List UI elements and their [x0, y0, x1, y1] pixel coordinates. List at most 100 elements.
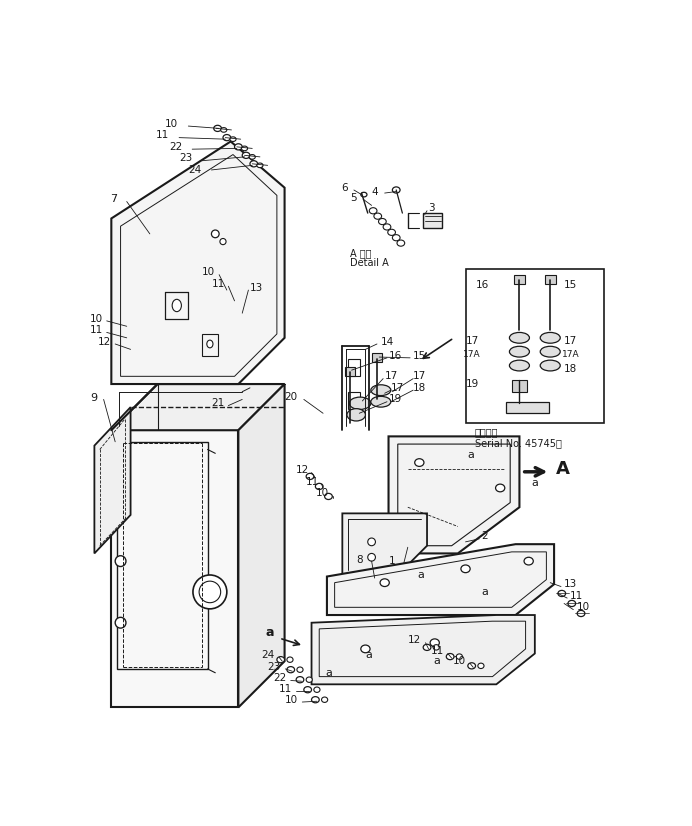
Ellipse shape — [367, 553, 376, 561]
Bar — [349, 359, 360, 377]
Text: 9: 9 — [90, 393, 97, 403]
Ellipse shape — [461, 565, 470, 572]
Text: 18: 18 — [413, 383, 426, 393]
Polygon shape — [343, 514, 427, 577]
Text: 12: 12 — [296, 465, 309, 475]
Ellipse shape — [509, 346, 529, 357]
Ellipse shape — [325, 493, 332, 500]
Ellipse shape — [540, 360, 561, 371]
Text: 13: 13 — [250, 282, 263, 292]
Text: 18: 18 — [564, 363, 577, 373]
Text: 24: 24 — [262, 650, 275, 660]
Ellipse shape — [367, 538, 376, 546]
Ellipse shape — [115, 556, 126, 567]
Ellipse shape — [433, 644, 439, 650]
Ellipse shape — [415, 525, 424, 533]
Ellipse shape — [277, 657, 284, 662]
Ellipse shape — [380, 579, 390, 586]
Text: 5: 5 — [350, 192, 356, 202]
Text: a: a — [325, 667, 332, 678]
Text: 10: 10 — [316, 488, 329, 498]
Text: 21: 21 — [212, 398, 225, 408]
Text: a: a — [481, 587, 488, 597]
Ellipse shape — [558, 591, 565, 596]
Text: 17A: 17A — [463, 350, 481, 359]
Ellipse shape — [249, 154, 255, 159]
Ellipse shape — [199, 582, 221, 603]
Text: 10: 10 — [202, 268, 215, 278]
Text: 22: 22 — [169, 142, 182, 152]
Text: a: a — [531, 477, 538, 487]
Ellipse shape — [540, 346, 561, 357]
Ellipse shape — [304, 686, 311, 693]
Bar — [349, 392, 360, 409]
Bar — [118, 442, 208, 669]
Ellipse shape — [392, 235, 400, 241]
Ellipse shape — [287, 657, 293, 662]
Text: 15: 15 — [413, 350, 426, 360]
Ellipse shape — [322, 697, 328, 702]
Text: 17: 17 — [385, 372, 398, 382]
Text: a: a — [467, 450, 474, 460]
Text: 17: 17 — [466, 336, 479, 346]
Text: 11: 11 — [570, 591, 583, 601]
Ellipse shape — [287, 667, 295, 672]
Text: a: a — [365, 650, 372, 660]
Ellipse shape — [371, 385, 391, 396]
Ellipse shape — [221, 127, 227, 132]
Ellipse shape — [250, 161, 257, 167]
Ellipse shape — [509, 360, 529, 371]
Ellipse shape — [374, 213, 381, 219]
Text: 10: 10 — [576, 602, 590, 612]
Text: 10: 10 — [284, 695, 298, 705]
Text: 19: 19 — [388, 395, 402, 405]
Text: A: A — [556, 460, 570, 477]
Ellipse shape — [115, 617, 126, 628]
Ellipse shape — [524, 558, 534, 565]
Text: 23: 23 — [179, 154, 192, 164]
Text: 6: 6 — [340, 183, 347, 192]
Ellipse shape — [371, 396, 391, 407]
Text: 17: 17 — [391, 383, 404, 393]
Ellipse shape — [456, 654, 462, 659]
Ellipse shape — [242, 146, 248, 150]
Text: 3: 3 — [428, 203, 435, 213]
Text: 11: 11 — [212, 279, 225, 289]
Text: 11: 11 — [431, 646, 444, 656]
Bar — [506, 401, 549, 413]
Ellipse shape — [468, 662, 475, 669]
Ellipse shape — [306, 473, 314, 480]
Ellipse shape — [220, 239, 226, 244]
Ellipse shape — [577, 610, 585, 616]
Text: 12: 12 — [98, 337, 111, 347]
Text: 8: 8 — [356, 554, 363, 565]
Ellipse shape — [115, 494, 126, 505]
Text: 16: 16 — [388, 350, 402, 360]
Text: a: a — [265, 626, 274, 639]
Text: 11: 11 — [90, 325, 103, 335]
Text: 11: 11 — [278, 684, 291, 694]
Ellipse shape — [383, 224, 391, 230]
Ellipse shape — [296, 676, 304, 683]
Ellipse shape — [430, 638, 439, 647]
Polygon shape — [238, 384, 284, 707]
Ellipse shape — [316, 483, 323, 490]
Text: 2: 2 — [481, 531, 488, 542]
Text: 13: 13 — [564, 579, 577, 589]
Ellipse shape — [193, 575, 227, 609]
Ellipse shape — [306, 677, 312, 682]
Ellipse shape — [424, 644, 431, 650]
Text: 適用号機: 適用号機 — [475, 427, 498, 437]
Ellipse shape — [314, 687, 320, 692]
Text: a: a — [418, 570, 425, 580]
Bar — [345, 367, 356, 377]
Ellipse shape — [214, 126, 221, 131]
Text: a: a — [433, 656, 440, 667]
Polygon shape — [311, 615, 535, 684]
Ellipse shape — [379, 218, 386, 225]
Polygon shape — [94, 407, 131, 553]
Text: 17: 17 — [413, 372, 426, 382]
Ellipse shape — [172, 299, 181, 311]
Text: Detail A: Detail A — [350, 259, 389, 268]
Bar — [372, 354, 383, 363]
